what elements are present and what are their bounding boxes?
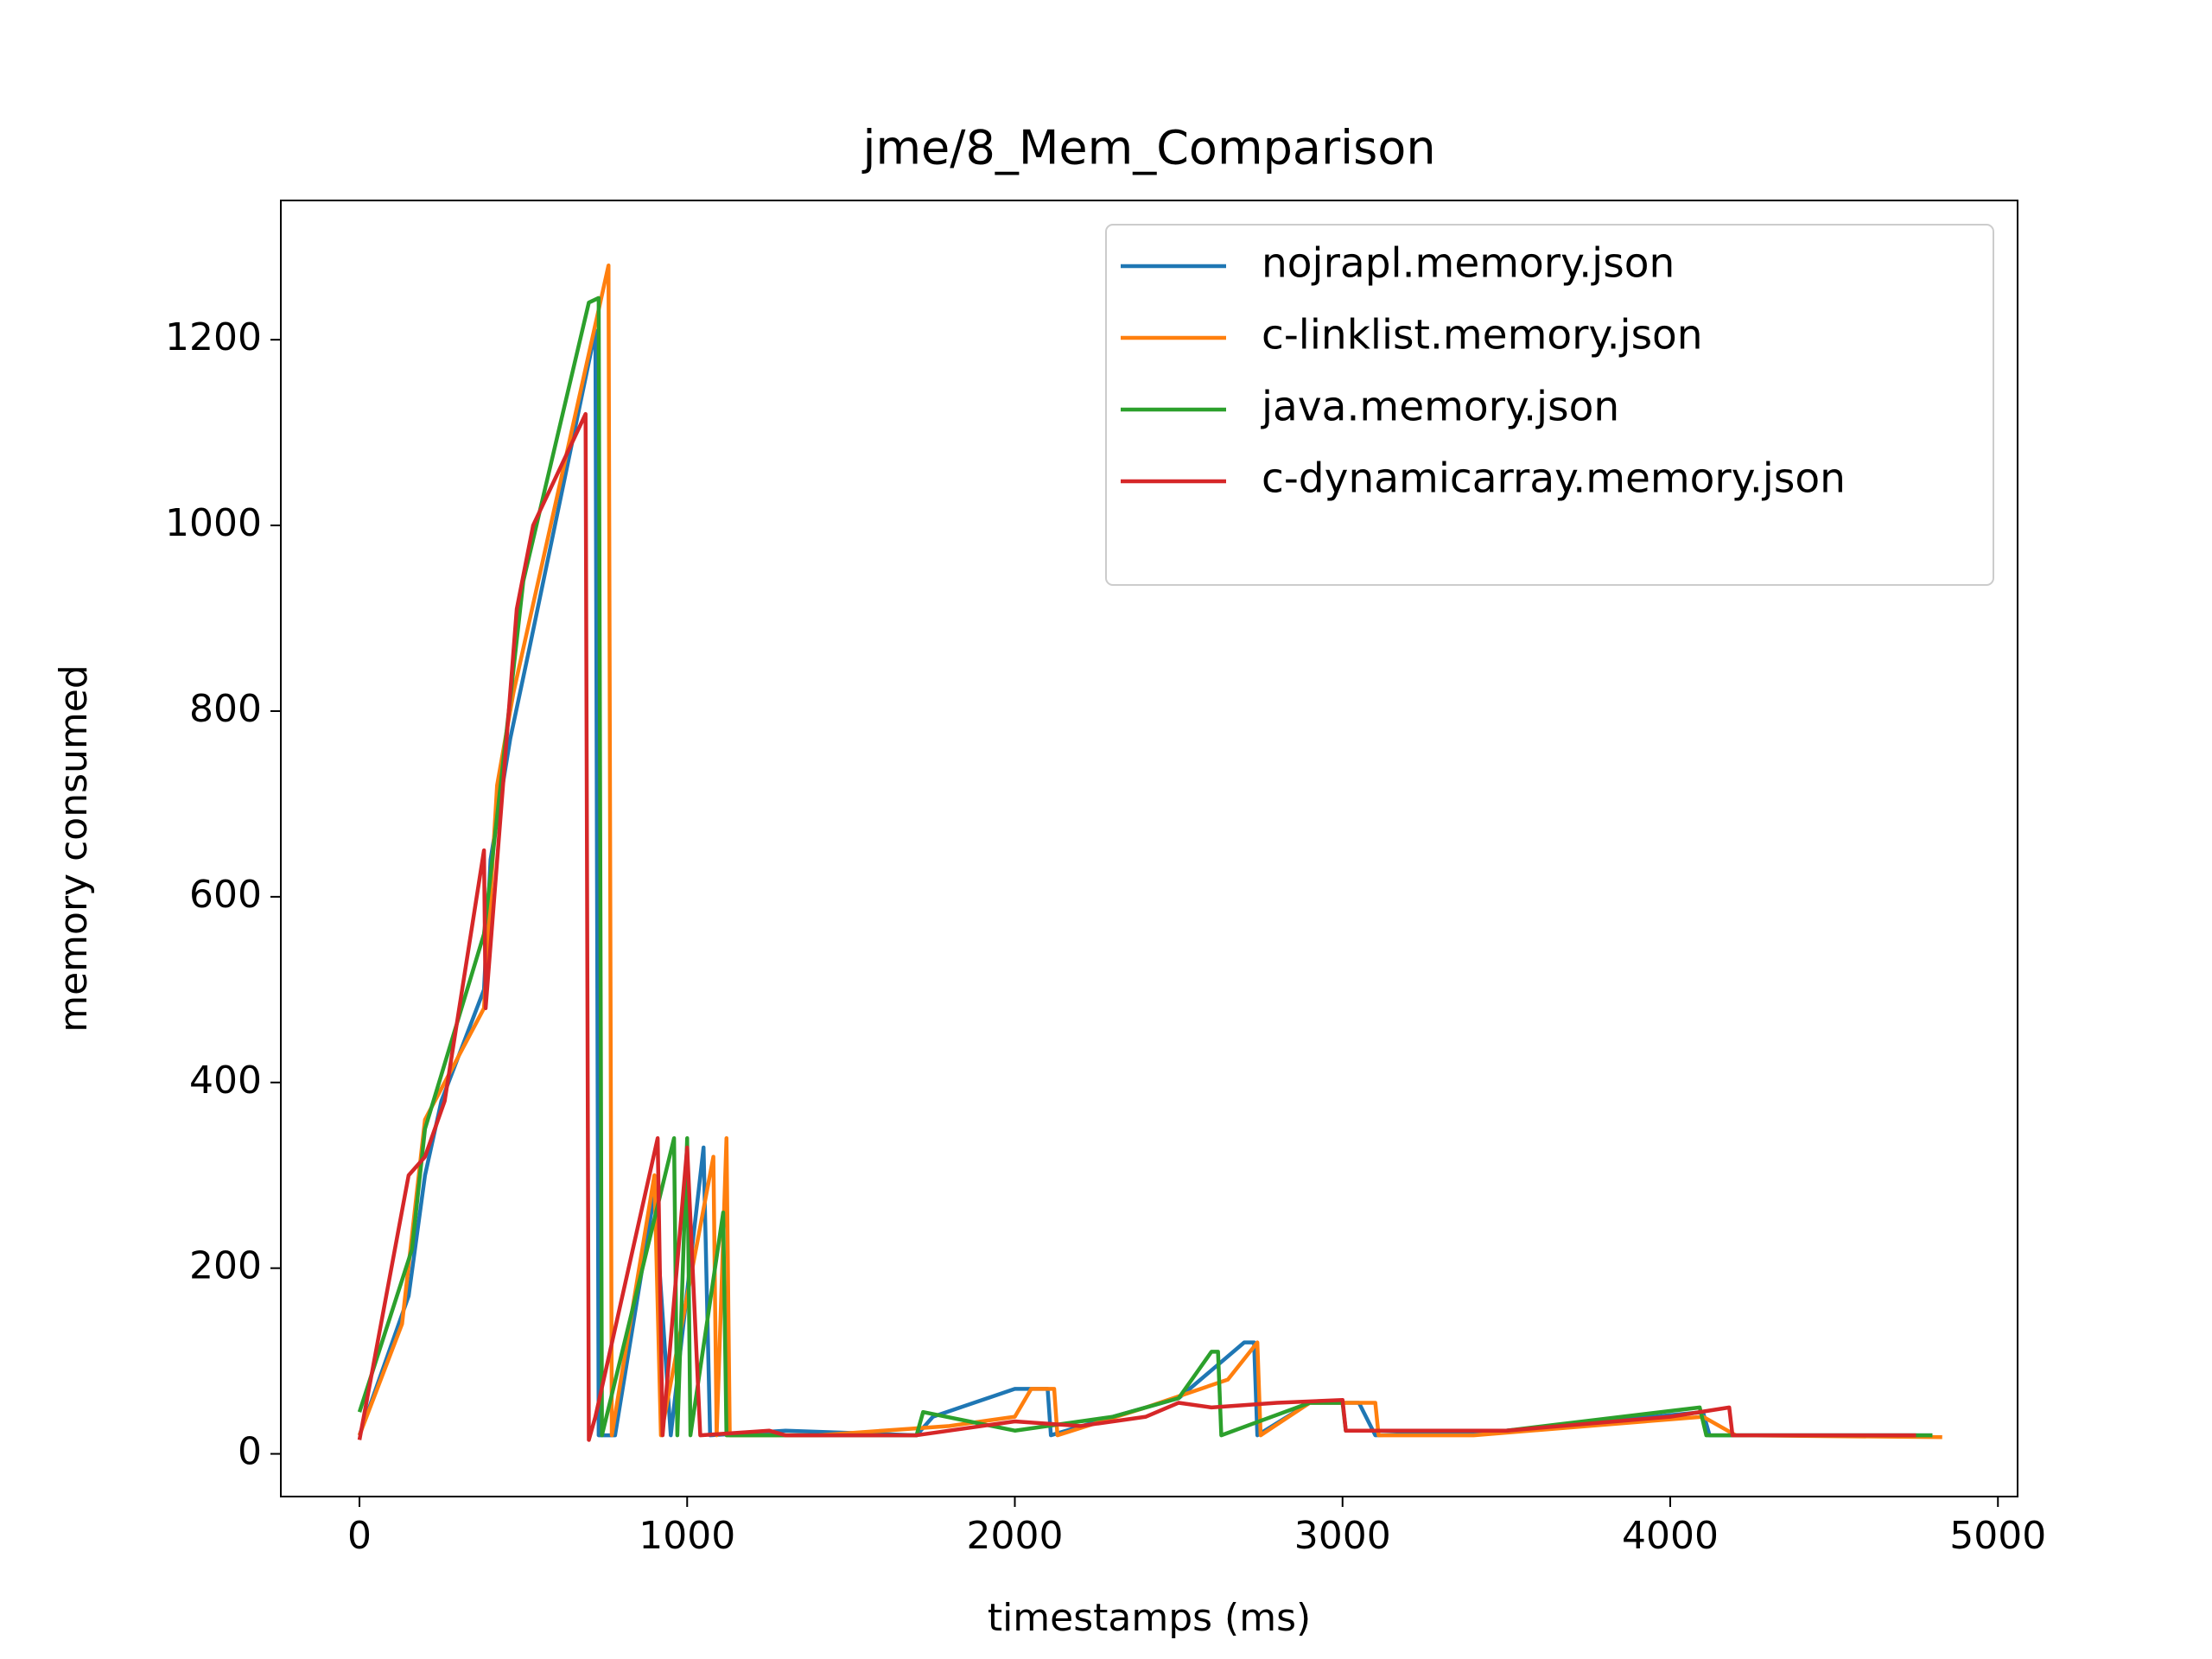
y-tick-label: 800 [189, 687, 262, 731]
y-axis-label: memory consumed [52, 664, 96, 1033]
chart-title: jme/8_Mem_Comparison [861, 121, 1435, 175]
x-tick-label: 0 [347, 1514, 372, 1558]
x-tick-label: 4000 [1622, 1514, 1719, 1558]
y-tick-label: 200 [189, 1244, 262, 1288]
x-axis-label: timestamps (ms) [988, 1596, 1311, 1640]
y-tick-label: 400 [189, 1058, 262, 1103]
y-tick-label: 600 [189, 873, 262, 917]
legend-box [1105, 224, 1994, 586]
y-tick-label: 1200 [165, 315, 262, 359]
legend-text: c-dynamicarray.memory.json [1262, 455, 1846, 503]
x-tick-label: 1000 [639, 1514, 735, 1558]
data-line [357, 263, 1942, 1440]
y-tick-label: 0 [238, 1430, 262, 1474]
legend: nojrapl.memory.json c-linklist.memory.jso… [1105, 224, 1994, 586]
y-tick-label: 1000 [165, 501, 262, 545]
legend-text: java.memory.json [1261, 384, 1619, 431]
data-line [357, 411, 1916, 1442]
plot-frame [280, 200, 2018, 1497]
x-tick-label: 5000 [1949, 1514, 2046, 1558]
x-tick-label: 2000 [967, 1514, 1064, 1558]
legend-text: c-linklist.memory.json [1262, 312, 1703, 359]
x-tick-label: 3000 [1294, 1514, 1391, 1558]
legend-text: nojrapl.memory.json [1262, 240, 1675, 288]
